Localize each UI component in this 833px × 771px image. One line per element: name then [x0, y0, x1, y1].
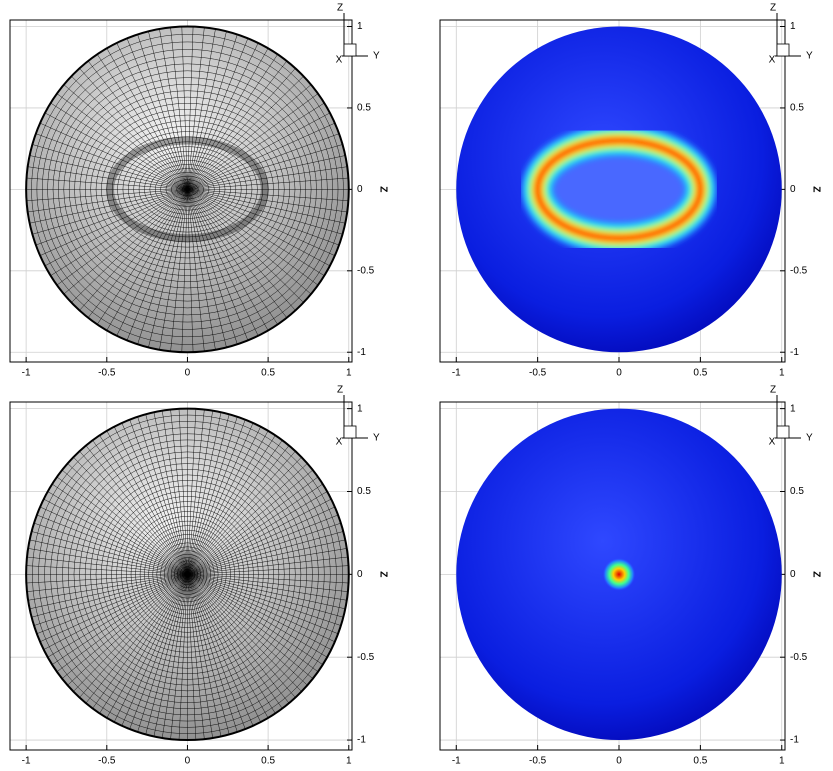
mesh [26, 26, 349, 353]
triad-label: X [769, 55, 776, 66]
sphere [456, 26, 782, 353]
axis-triad: Z Y X [336, 3, 380, 66]
x-tick-label: 1 [779, 368, 785, 379]
triad-label: X [336, 55, 343, 66]
axis-triad: Z Y X [336, 385, 380, 448]
x-tick-label: -1 [22, 756, 31, 767]
y-tick-label: 1 [790, 21, 796, 32]
y-tick-label: -1 [790, 735, 799, 746]
x-tick-label: 0 [616, 756, 622, 767]
y-tick-label: 0 [357, 184, 363, 195]
triad-box [776, 425, 790, 439]
sphere-outline [25, 25, 350, 354]
x-tick-label: -1 [452, 756, 461, 767]
frame [9, 401, 353, 751]
sphere-outline [25, 407, 350, 742]
y-tick-label: 0 [790, 569, 796, 580]
sphere [25, 407, 350, 742]
y-tick-label: -0.5 [790, 265, 808, 276]
frame [9, 19, 353, 363]
triad-label: Z [337, 385, 343, 396]
frame [439, 19, 786, 363]
triad-label: X [336, 437, 343, 448]
x-tick-label: -0.5 [98, 368, 116, 379]
y-axis-label: Z [377, 571, 388, 577]
triad-label: Z [337, 3, 343, 14]
y-tick-label: -1 [357, 347, 366, 358]
y-tick-label: 0.5 [790, 486, 804, 497]
triad-label: Y [806, 51, 813, 62]
x-tick-label: 1 [779, 756, 785, 767]
triad-box [776, 43, 790, 57]
axis-triad: Z Y X [769, 3, 813, 66]
y-tick-label: 0 [357, 569, 363, 580]
triad-label: Y [373, 51, 380, 62]
triad-label: Y [373, 433, 380, 444]
x-tick-label: 0.5 [693, 368, 707, 379]
y-tick-label: 1 [790, 403, 796, 414]
y-tick-label: -0.5 [357, 265, 375, 276]
frame [439, 401, 786, 751]
y-tick-label: 0.5 [357, 103, 371, 114]
triad-box [343, 43, 357, 57]
y-tick-label: 1 [357, 403, 363, 414]
y-tick-label: -0.5 [357, 652, 375, 663]
triad-label: Y [806, 433, 813, 444]
x-tick-label: 0 [185, 368, 191, 379]
y-axis-label: Z [377, 186, 388, 192]
y-tick-label: 0 [790, 184, 796, 195]
x-tick-label: 0.5 [261, 368, 275, 379]
x-tick-label: -0.5 [529, 756, 547, 767]
x-tick-label: 0 [616, 368, 622, 379]
triad-label: Z [770, 385, 776, 396]
spot-field [602, 558, 636, 591]
sphere [456, 408, 782, 741]
y-tick-label: -1 [790, 347, 799, 358]
y-axis-label: Z [810, 571, 821, 577]
triad-box [343, 425, 357, 439]
y-tick-label: 0.5 [790, 103, 804, 114]
y-axis-label: Z [810, 186, 821, 192]
mesh [26, 408, 349, 741]
panel: -1 -0.5 0 0.5 1 -1 -0.5 0 0.5 1 Z Z Y X [9, 3, 388, 379]
triad-label: X [769, 437, 776, 448]
panel: -1 -0.5 0 0.5 1 -1 -0.5 0 0.5 1 Z Z Y X [439, 3, 821, 379]
x-tick-label: -0.5 [529, 368, 547, 379]
x-tick-label: -0.5 [98, 756, 116, 767]
x-tick-label: 0.5 [261, 756, 275, 767]
panel: -1 -0.5 0 0.5 1 -1 -0.5 0 0.5 1 Z Z Y X [439, 385, 821, 767]
axis-triad: Z Y X [769, 385, 813, 448]
x-tick-label: 1 [346, 368, 352, 379]
y-tick-label: 1 [357, 21, 363, 32]
x-tick-label: -1 [22, 368, 31, 379]
x-tick-label: 0.5 [693, 756, 707, 767]
y-tick-label: -1 [357, 735, 366, 746]
y-tick-label: 0.5 [357, 486, 371, 497]
triad-label: Z [770, 3, 776, 14]
panel: -1 -0.5 0 0.5 1 -1 -0.5 0 0.5 1 Z Z Y X [9, 385, 388, 767]
y-tick-label: -0.5 [790, 652, 808, 663]
sphere [25, 25, 350, 354]
ring-field [520, 123, 718, 256]
x-tick-label: 0 [185, 756, 191, 767]
x-tick-label: 1 [346, 756, 352, 767]
x-tick-label: -1 [452, 368, 461, 379]
